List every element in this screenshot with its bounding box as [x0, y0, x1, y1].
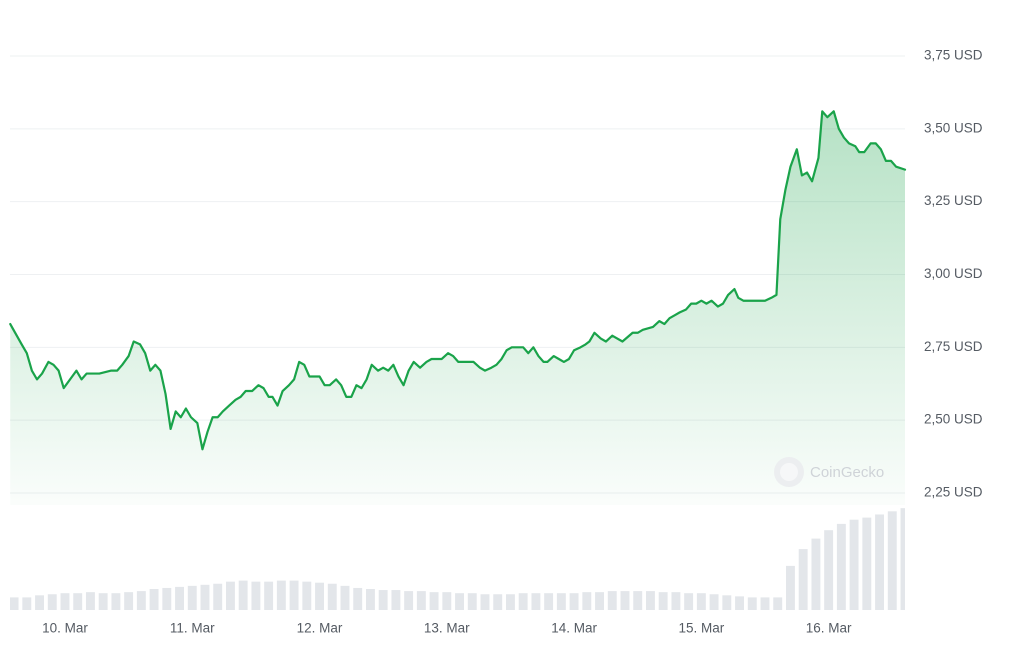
volume-bar — [442, 592, 452, 610]
y-tick-label: 3,50 USD — [924, 120, 983, 135]
volume-bar — [900, 508, 905, 610]
x-tick-label: 12. Mar — [297, 621, 343, 636]
volume-bar — [85, 592, 95, 610]
volume-bar — [200, 584, 210, 610]
volume-bar — [327, 583, 337, 610]
volume-bar — [289, 580, 299, 610]
volume-bar — [595, 592, 604, 610]
volume-bar — [111, 593, 121, 610]
volume-bar — [213, 583, 223, 610]
volume-bar — [124, 592, 134, 610]
volume-bar — [875, 514, 884, 610]
price-area — [10, 111, 905, 505]
volume-bar — [620, 591, 630, 610]
x-tick-label: 11. Mar — [170, 621, 215, 636]
volume-bar — [747, 597, 757, 610]
volume-bar — [544, 593, 554, 610]
volume-bar — [633, 591, 643, 610]
y-tick-label: 3,00 USD — [924, 266, 983, 281]
x-tick-label: 16. Mar — [806, 621, 852, 636]
volume-bar — [849, 519, 859, 610]
y-tick-label: 3,25 USD — [924, 193, 983, 208]
volume-bar — [47, 594, 57, 610]
volume-bar — [365, 589, 375, 610]
volume-bar — [556, 593, 566, 610]
volume-bar — [760, 597, 770, 610]
volume-bar — [798, 549, 808, 610]
price-line — [9, 110, 907, 451]
volume-bar — [480, 594, 490, 610]
x-tick-label: 14. Mar — [551, 621, 597, 636]
volume-bar — [493, 594, 503, 610]
volume-bar — [429, 592, 439, 610]
volume-bar — [378, 590, 388, 610]
volume-bar — [722, 595, 732, 610]
y-tick-label: 2,25 USD — [924, 485, 983, 500]
volume-bar — [60, 593, 70, 610]
volume-bar — [836, 523, 846, 610]
volume-bar — [645, 591, 655, 610]
volume-bar — [773, 597, 783, 610]
volume-bar — [887, 511, 897, 610]
volume-bar — [238, 580, 248, 610]
volume-bar — [709, 594, 719, 610]
volume-bar — [671, 592, 681, 610]
volume-bar — [518, 593, 528, 610]
volume-bar — [607, 591, 617, 610]
volume-bar — [10, 597, 19, 610]
volume-bar — [225, 581, 235, 610]
volume-bar — [353, 587, 363, 610]
volume-bar — [455, 593, 464, 610]
volume-bar — [35, 595, 44, 610]
volume-bar — [684, 593, 694, 610]
volume-bar — [98, 593, 108, 610]
y-tick-label: 3,75 USD — [924, 48, 983, 63]
volume-bar — [251, 581, 261, 610]
volume-bar — [136, 591, 146, 610]
volume-bar — [862, 517, 872, 610]
volume-bar — [467, 593, 477, 610]
volume-bar — [276, 580, 286, 610]
y-tick-label: 2,75 USD — [924, 339, 983, 354]
y-tick-label: 2,50 USD — [924, 412, 983, 427]
x-tick-label: 13. Mar — [424, 621, 470, 636]
volume-bar — [735, 596, 744, 610]
volume-bar — [149, 589, 159, 610]
volume-bar — [582, 592, 592, 610]
volume-bar — [391, 590, 401, 610]
volume-bar — [416, 591, 426, 610]
volume-bar — [162, 587, 172, 610]
volume-bar — [175, 586, 184, 610]
volume-bar — [569, 593, 579, 610]
volume-bar — [785, 565, 795, 610]
volume-bar — [315, 582, 324, 610]
watermark-logo-inner — [780, 463, 798, 481]
volume-bar — [505, 594, 515, 610]
volume-bar — [302, 581, 312, 610]
x-tick-label: 15. Mar — [678, 621, 724, 636]
volume-bar — [531, 593, 541, 610]
volume-bar — [340, 585, 350, 610]
volume-bar — [22, 597, 32, 610]
volume-bar — [696, 593, 706, 610]
watermark-text: CoinGecko — [810, 464, 884, 481]
volume-bar — [404, 591, 414, 610]
volume-bar — [73, 593, 83, 610]
volume-bar — [187, 585, 197, 610]
volume-bar — [811, 538, 821, 610]
volume-bar — [824, 530, 834, 610]
watermark: CoinGecko — [774, 457, 884, 487]
volume-bar — [658, 592, 668, 610]
x-tick-label: 10. Mar — [42, 621, 88, 636]
volume-bar — [264, 581, 274, 610]
